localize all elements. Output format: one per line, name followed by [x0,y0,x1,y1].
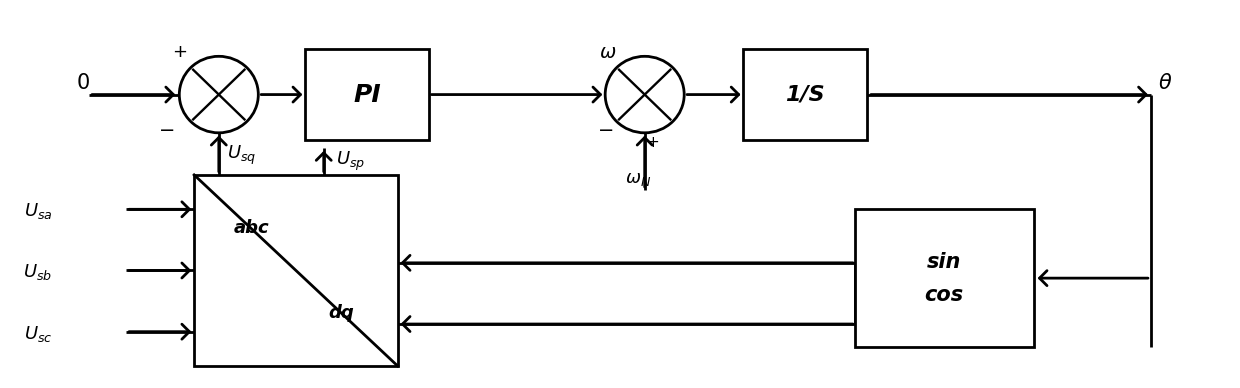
Bar [195,175,398,366]
Text: $U_{sc}$: $U_{sc}$ [24,324,52,344]
Bar [744,48,867,140]
Text: sin
cos: sin cos [925,252,963,305]
Text: $-$: $-$ [598,120,614,139]
Bar [854,209,1033,347]
Text: $U_{sp}$: $U_{sp}$ [336,150,366,173]
Text: abc: abc [233,220,269,237]
Text: $0$: $0$ [76,73,91,93]
Text: $U_{sa}$: $U_{sa}$ [24,201,52,221]
Text: $U_{sq}$: $U_{sq}$ [227,144,257,167]
Text: 1/S: 1/S [785,85,825,104]
Text: $\omega$: $\omega$ [599,43,616,62]
Text: $\omega_N$: $\omega_N$ [625,170,651,188]
Text: PI: PI [353,83,381,107]
Text: $\theta$: $\theta$ [1158,73,1173,93]
Text: $+$: $+$ [172,43,187,61]
Text: $U_{sb}$: $U_{sb}$ [24,262,52,282]
Text: $+$: $+$ [646,135,658,150]
Bar [305,48,429,140]
Text: $-$: $-$ [157,120,174,139]
Text: dq: dq [327,303,353,322]
